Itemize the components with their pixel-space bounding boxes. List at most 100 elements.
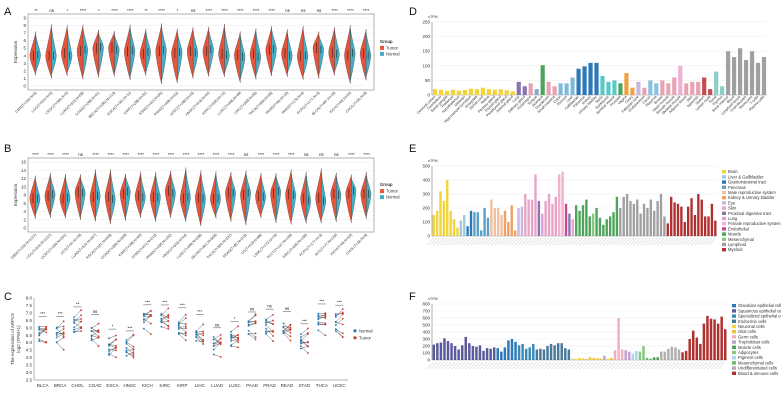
bar bbox=[537, 201, 541, 236]
violin-normal bbox=[245, 174, 251, 222]
pair-line bbox=[39, 328, 47, 330]
bar bbox=[588, 357, 592, 360]
bar bbox=[618, 83, 623, 95]
pair-line bbox=[335, 321, 343, 325]
bar bbox=[636, 81, 641, 95]
bar bbox=[578, 357, 581, 360]
x-tick-mark bbox=[654, 361, 662, 370]
violin-tumor bbox=[300, 171, 307, 224]
legend-item: Squamous epithelial cells bbox=[738, 308, 781, 313]
violin-tumor bbox=[281, 29, 288, 77]
x-tick-mark bbox=[465, 361, 473, 370]
bar bbox=[554, 196, 558, 236]
bar bbox=[575, 205, 578, 236]
bar bbox=[603, 355, 606, 360]
y-axis-label: The expression of ARPC5 bbox=[10, 313, 15, 365]
tumor-point bbox=[132, 351, 135, 353]
x-tick-mark bbox=[603, 237, 611, 246]
y-tick-label: 2 bbox=[23, 217, 26, 222]
violin-tumor bbox=[124, 24, 131, 80]
bar bbox=[681, 352, 684, 360]
x-tick-mark bbox=[623, 237, 631, 246]
x-tick-mark bbox=[562, 237, 570, 246]
pair-line bbox=[265, 333, 274, 342]
legend-swatch bbox=[722, 216, 726, 221]
bar bbox=[673, 202, 676, 236]
violin-tumor bbox=[249, 28, 257, 80]
significance-label: **** bbox=[32, 152, 39, 157]
pair-line bbox=[143, 310, 151, 317]
bar bbox=[460, 345, 464, 360]
pair-line bbox=[265, 328, 274, 337]
significance-label: **** bbox=[348, 152, 355, 157]
tumor-point bbox=[272, 340, 274, 342]
normal-point bbox=[90, 330, 93, 333]
legend-swatch bbox=[380, 45, 384, 50]
x-tick-mark bbox=[511, 237, 519, 246]
pair-line bbox=[196, 332, 204, 336]
violin-tumor bbox=[234, 31, 241, 83]
violin-normal bbox=[291, 173, 296, 221]
x-tick-mark bbox=[463, 237, 472, 246]
normal-point bbox=[212, 348, 215, 351]
legend-swatch bbox=[722, 232, 726, 236]
normal-point bbox=[334, 316, 337, 318]
legend-swatch bbox=[722, 175, 726, 179]
bar bbox=[703, 216, 707, 236]
y-tick-label: 500 bbox=[422, 323, 430, 328]
violin-normal bbox=[261, 176, 266, 215]
tumor-point bbox=[80, 320, 83, 323]
violin-tumor bbox=[225, 172, 232, 222]
bar bbox=[546, 81, 551, 95]
violin-normal bbox=[350, 29, 356, 80]
x-tick-mark bbox=[613, 237, 621, 246]
bar bbox=[581, 205, 585, 236]
x-tick-label: Ovary bbox=[624, 95, 634, 105]
y-tick-label: 5 bbox=[23, 46, 26, 51]
x-tick-label: LIHC bbox=[195, 383, 206, 388]
x-tick-label: THCA bbox=[316, 383, 328, 388]
bar bbox=[714, 220, 717, 236]
bar bbox=[507, 222, 510, 236]
pair-line bbox=[335, 329, 343, 334]
legend-swatch bbox=[732, 304, 736, 308]
legend-item: Muscle cells bbox=[738, 345, 761, 350]
x-tick-mark bbox=[515, 361, 523, 370]
significance-label: *** bbox=[319, 298, 324, 303]
bar bbox=[571, 358, 574, 360]
bar bbox=[546, 346, 549, 360]
x-tick-mark bbox=[511, 361, 520, 370]
legend-swatch bbox=[732, 319, 736, 323]
x-tick-mark bbox=[710, 361, 719, 370]
x-tick-mark bbox=[440, 237, 448, 246]
bar bbox=[469, 210, 473, 236]
bar bbox=[608, 216, 612, 236]
normal-point bbox=[334, 328, 337, 331]
tumor-point bbox=[167, 315, 170, 318]
x-tick-mark bbox=[568, 361, 577, 370]
x-tick-mark bbox=[636, 237, 645, 246]
bar bbox=[624, 73, 629, 95]
bar bbox=[699, 343, 702, 360]
x-tick-mark bbox=[689, 361, 697, 370]
bar bbox=[476, 212, 479, 236]
normal-point bbox=[265, 322, 267, 324]
normal-point bbox=[73, 322, 76, 324]
tumor-point bbox=[80, 326, 83, 328]
violin-normal bbox=[365, 33, 372, 77]
bar bbox=[549, 343, 553, 360]
bar bbox=[468, 343, 471, 360]
violin-tumor bbox=[297, 25, 304, 80]
legend-swatch bbox=[353, 329, 357, 333]
normal-point bbox=[108, 343, 110, 346]
bar bbox=[743, 59, 749, 95]
legend-item: Endocrine cells bbox=[738, 319, 766, 324]
pair-line bbox=[91, 330, 99, 332]
bar bbox=[659, 194, 663, 236]
bar bbox=[468, 88, 473, 95]
tumor-point bbox=[289, 335, 292, 338]
x-tick-mark bbox=[718, 361, 726, 370]
normal-point bbox=[177, 323, 180, 326]
x-tick-mark bbox=[701, 237, 709, 246]
